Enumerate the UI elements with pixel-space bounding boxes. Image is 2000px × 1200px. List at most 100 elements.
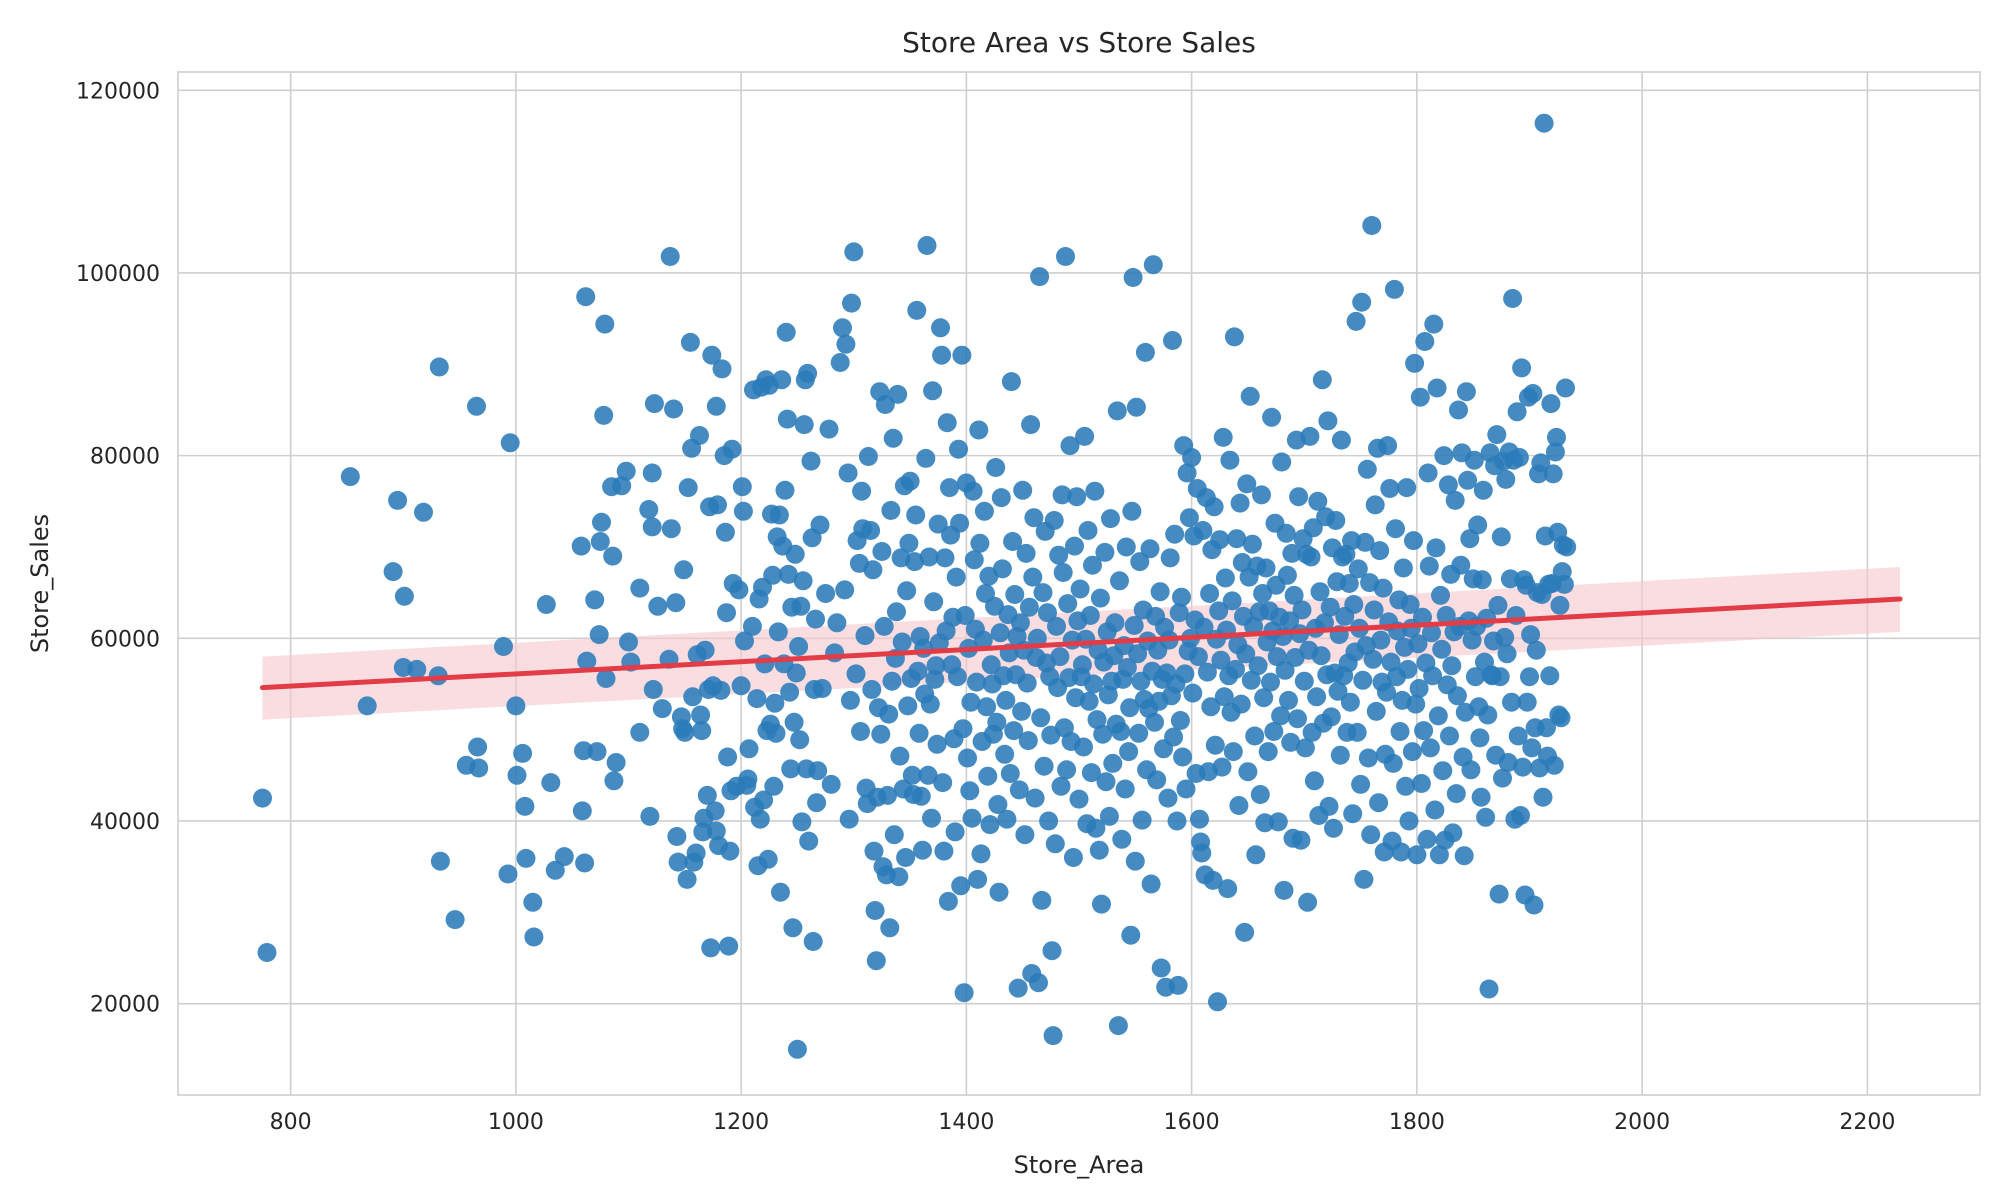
- data-point: [996, 690, 1016, 710]
- data-point: [1429, 845, 1449, 865]
- data-point: [1443, 823, 1463, 843]
- data-point: [1242, 534, 1262, 554]
- data-point: [863, 560, 883, 580]
- data-point: [1438, 475, 1458, 495]
- data-point: [554, 847, 574, 867]
- data-point: [1256, 558, 1276, 578]
- data-point: [500, 433, 520, 453]
- data-point: [642, 517, 662, 537]
- data-point: [992, 559, 1012, 579]
- data-point: [1047, 616, 1066, 636]
- data-point: [1413, 607, 1432, 627]
- data-point: [1423, 666, 1443, 686]
- data-point: [1487, 425, 1507, 445]
- x-tick-label: 1800: [1389, 1110, 1445, 1135]
- data-point: [1456, 382, 1476, 402]
- data-point: [961, 692, 981, 712]
- data-point: [1405, 353, 1425, 373]
- data-point: [1168, 975, 1188, 995]
- data-point: [414, 502, 433, 522]
- data-point: [739, 739, 759, 759]
- data-point: [1500, 569, 1520, 589]
- data-point: [1307, 687, 1327, 707]
- data-point: [1017, 673, 1037, 693]
- data-point: [1023, 567, 1043, 587]
- data-point: [1075, 426, 1095, 446]
- data-point: [1001, 372, 1021, 392]
- data-point: [445, 910, 465, 930]
- data-point: [1407, 845, 1427, 865]
- data-point: [1223, 742, 1243, 762]
- data-point: [918, 765, 938, 785]
- data-point: [1248, 656, 1268, 676]
- data-point: [1029, 973, 1048, 993]
- data-point: [616, 461, 636, 481]
- data-point: [758, 849, 778, 869]
- data-point: [674, 560, 694, 580]
- data-point: [677, 869, 697, 889]
- data-point: [1125, 851, 1145, 871]
- data-point: [1175, 664, 1195, 684]
- data-point: [1197, 662, 1217, 682]
- data-point: [1521, 625, 1541, 645]
- data-point: [1523, 384, 1543, 403]
- data-point: [407, 659, 427, 679]
- data-point: [1351, 774, 1371, 794]
- data-point: [585, 590, 605, 610]
- data-point: [1188, 647, 1208, 667]
- data-point: [995, 744, 1015, 764]
- data-point: [1425, 800, 1445, 820]
- data-point: [1240, 386, 1260, 406]
- data-point: [1201, 697, 1221, 717]
- data-point: [835, 580, 855, 600]
- data-point: [1509, 448, 1529, 467]
- data-point: [1211, 650, 1231, 670]
- data-point: [695, 640, 715, 660]
- data-point: [1268, 812, 1288, 832]
- data-point: [1176, 779, 1196, 799]
- data-point: [1308, 491, 1328, 511]
- data-point: [946, 567, 966, 587]
- data-point: [1470, 728, 1490, 748]
- data-point: [619, 632, 638, 652]
- data-point: [898, 696, 918, 716]
- data-point: [945, 822, 965, 842]
- data-point: [1461, 760, 1481, 780]
- data-point: [1304, 771, 1324, 791]
- data-point: [864, 841, 884, 861]
- data-point: [1215, 568, 1235, 588]
- data-point: [1377, 682, 1396, 702]
- data-point: [592, 512, 611, 532]
- data-point: [769, 505, 789, 525]
- data-point: [1261, 672, 1280, 692]
- data-point: [952, 345, 972, 365]
- data-point: [1220, 450, 1240, 470]
- data-point: [1165, 524, 1185, 544]
- data-point: [1042, 941, 1062, 961]
- y-tick-label: 120000: [76, 79, 160, 104]
- data-point: [1358, 748, 1378, 768]
- data-point: [357, 696, 377, 716]
- data-point: [1145, 712, 1164, 732]
- data-point: [708, 495, 727, 515]
- data-point: [1489, 884, 1509, 904]
- data-point: [1276, 523, 1296, 543]
- data-point: [964, 550, 984, 570]
- data-point: [884, 825, 904, 845]
- data-point: [515, 796, 535, 816]
- data-point: [1128, 644, 1148, 664]
- data-point: [1488, 595, 1508, 615]
- data-point: [940, 478, 959, 498]
- data-point: [1018, 731, 1038, 751]
- data-point: [1531, 453, 1551, 473]
- data-point: [1183, 683, 1203, 703]
- data-point: [1078, 521, 1098, 540]
- data-point: [1279, 690, 1298, 710]
- data-point: [394, 586, 414, 606]
- data-point: [642, 463, 662, 483]
- data-point: [1101, 509, 1120, 529]
- data-point: [1172, 587, 1191, 607]
- data-point: [1214, 687, 1234, 707]
- data-point: [913, 840, 932, 860]
- data-point: [1319, 796, 1339, 816]
